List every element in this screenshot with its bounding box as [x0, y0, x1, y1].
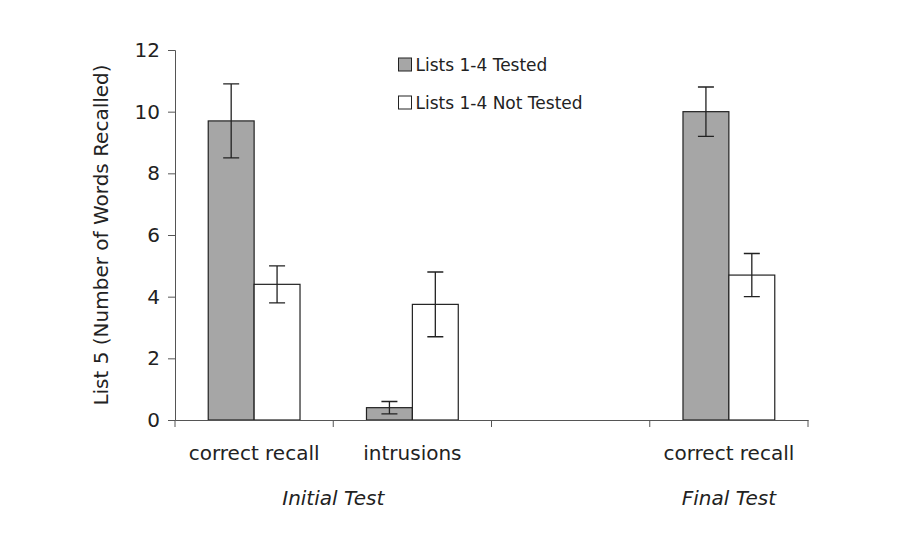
y-tick-mark: [168, 235, 175, 236]
y-tick-mark: [168, 297, 175, 298]
error-bar-line: [381, 402, 397, 414]
category-separator: [649, 420, 650, 427]
y-axis: 0 2 4 6 8 10 12: [135, 38, 176, 432]
y-tick-label: 0: [147, 408, 160, 432]
y-tick: 0: [147, 408, 175, 432]
legend-label: Lists 1-4 Tested: [416, 55, 548, 75]
error-bar-line: [744, 254, 760, 297]
y-tick-mark: [168, 358, 175, 359]
y-tick-mark: [168, 112, 175, 113]
plot: 024681012correct recallintrusionscorrect…: [135, 38, 809, 510]
category-separator: [175, 420, 176, 427]
y-tick-label: 10: [135, 100, 160, 124]
y-tick-mark: [168, 50, 175, 51]
x-tick-label: intrusions: [363, 441, 461, 465]
y-tick-label: 4: [147, 285, 160, 309]
legend-item: Lists 1-4 Tested: [399, 55, 548, 75]
error-bar: [427, 272, 443, 337]
chart: 024681012correct recallintrusionscorrect…: [0, 0, 900, 547]
y-tick: 12: [135, 38, 175, 62]
legend-item: Lists 1-4 Not Tested: [399, 93, 583, 113]
bar: [683, 112, 729, 420]
x-tick-label: correct recall: [663, 441, 794, 465]
x-axis: correct recall intrusions correct recall: [175, 420, 809, 465]
group-label: Final Test: [682, 486, 777, 510]
marks: [208, 84, 775, 420]
y-tick-label: 2: [147, 346, 160, 370]
series: [208, 84, 729, 420]
error-bar: [381, 402, 397, 414]
y-axis-line: [168, 51, 176, 421]
y-tick-label: 6: [147, 223, 160, 247]
y-tick-mark: [168, 420, 175, 421]
y-axis-title: List 5 (Number of Words Recalled): [89, 64, 113, 405]
error-bar: [744, 254, 760, 297]
bar: [254, 284, 300, 420]
error-bar-line: [427, 272, 443, 337]
category-separator: [491, 420, 492, 427]
error-bar: [269, 266, 285, 303]
y-tick-label: 8: [147, 161, 160, 185]
group-label: Initial Test: [282, 486, 385, 510]
y-tick: 2: [147, 346, 175, 370]
error-bar: [698, 87, 714, 136]
series: [254, 254, 775, 421]
legend-swatch: [399, 96, 412, 109]
x-tick: correct recall: [189, 420, 320, 465]
legend-swatch: [399, 58, 412, 71]
error-bar-line: [698, 87, 714, 136]
error-bar: [223, 84, 239, 158]
x-tick-label: correct recall: [189, 441, 320, 465]
y-tick: 4: [147, 285, 175, 309]
error-bar-line: [223, 84, 239, 158]
error-bar-line: [269, 266, 285, 303]
x-tick: intrusions: [363, 420, 461, 465]
bar: [208, 121, 254, 420]
y-tick: 10: [135, 100, 175, 124]
category-separator: [808, 420, 809, 427]
legend-label: Lists 1-4 Not Tested: [416, 93, 583, 113]
legend-box: [387, 47, 622, 119]
legend: Lists 1-4 Tested Lists 1-4 Not Tested: [387, 47, 622, 119]
x-tick: correct recall: [663, 420, 794, 465]
y-tick-mark: [168, 173, 175, 174]
y-tick-label: 12: [135, 38, 160, 62]
category-separator: [333, 420, 334, 427]
y-tick: 6: [147, 223, 175, 247]
y-tick: 8: [147, 161, 175, 185]
